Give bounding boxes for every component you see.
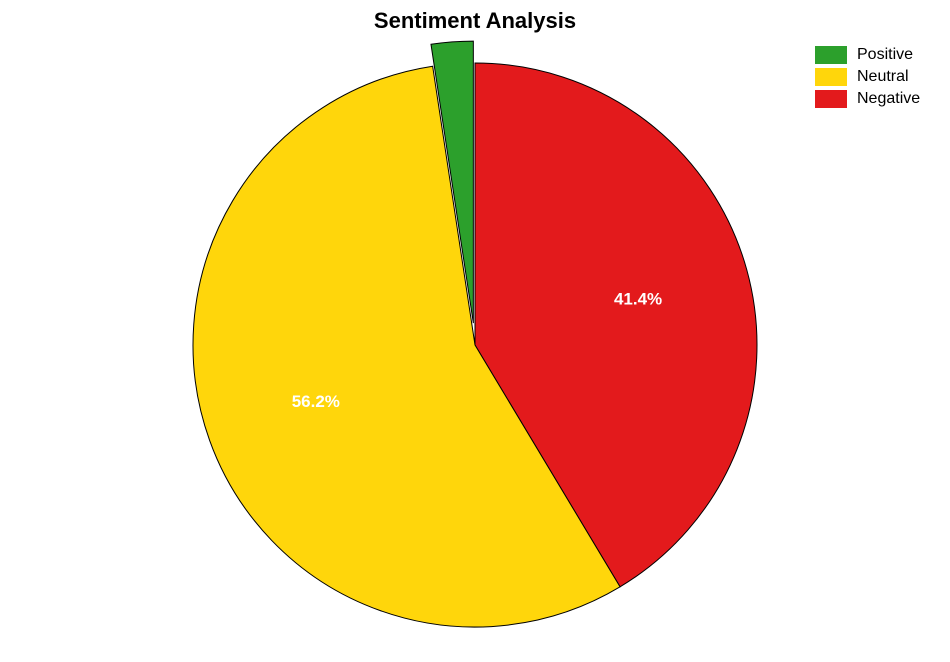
legend-swatch bbox=[815, 68, 847, 86]
legend: Positive Neutral Negative bbox=[815, 46, 920, 112]
legend-swatch bbox=[815, 90, 847, 108]
slice-label-neutral: 56.2% bbox=[292, 392, 340, 411]
legend-item: Negative bbox=[815, 90, 920, 108]
legend-label: Neutral bbox=[857, 68, 909, 86]
slice-label-negative: 41.4% bbox=[614, 289, 662, 308]
legend-label: Positive bbox=[857, 46, 913, 64]
legend-swatch bbox=[815, 46, 847, 64]
chart-container: Sentiment Analysis 41.4%56.2%2.4% Positi… bbox=[0, 0, 950, 662]
pie-chart: 41.4%56.2%2.4% bbox=[0, 0, 950, 662]
legend-item: Positive bbox=[815, 46, 920, 64]
legend-item: Neutral bbox=[815, 68, 920, 86]
legend-label: Negative bbox=[857, 90, 920, 108]
